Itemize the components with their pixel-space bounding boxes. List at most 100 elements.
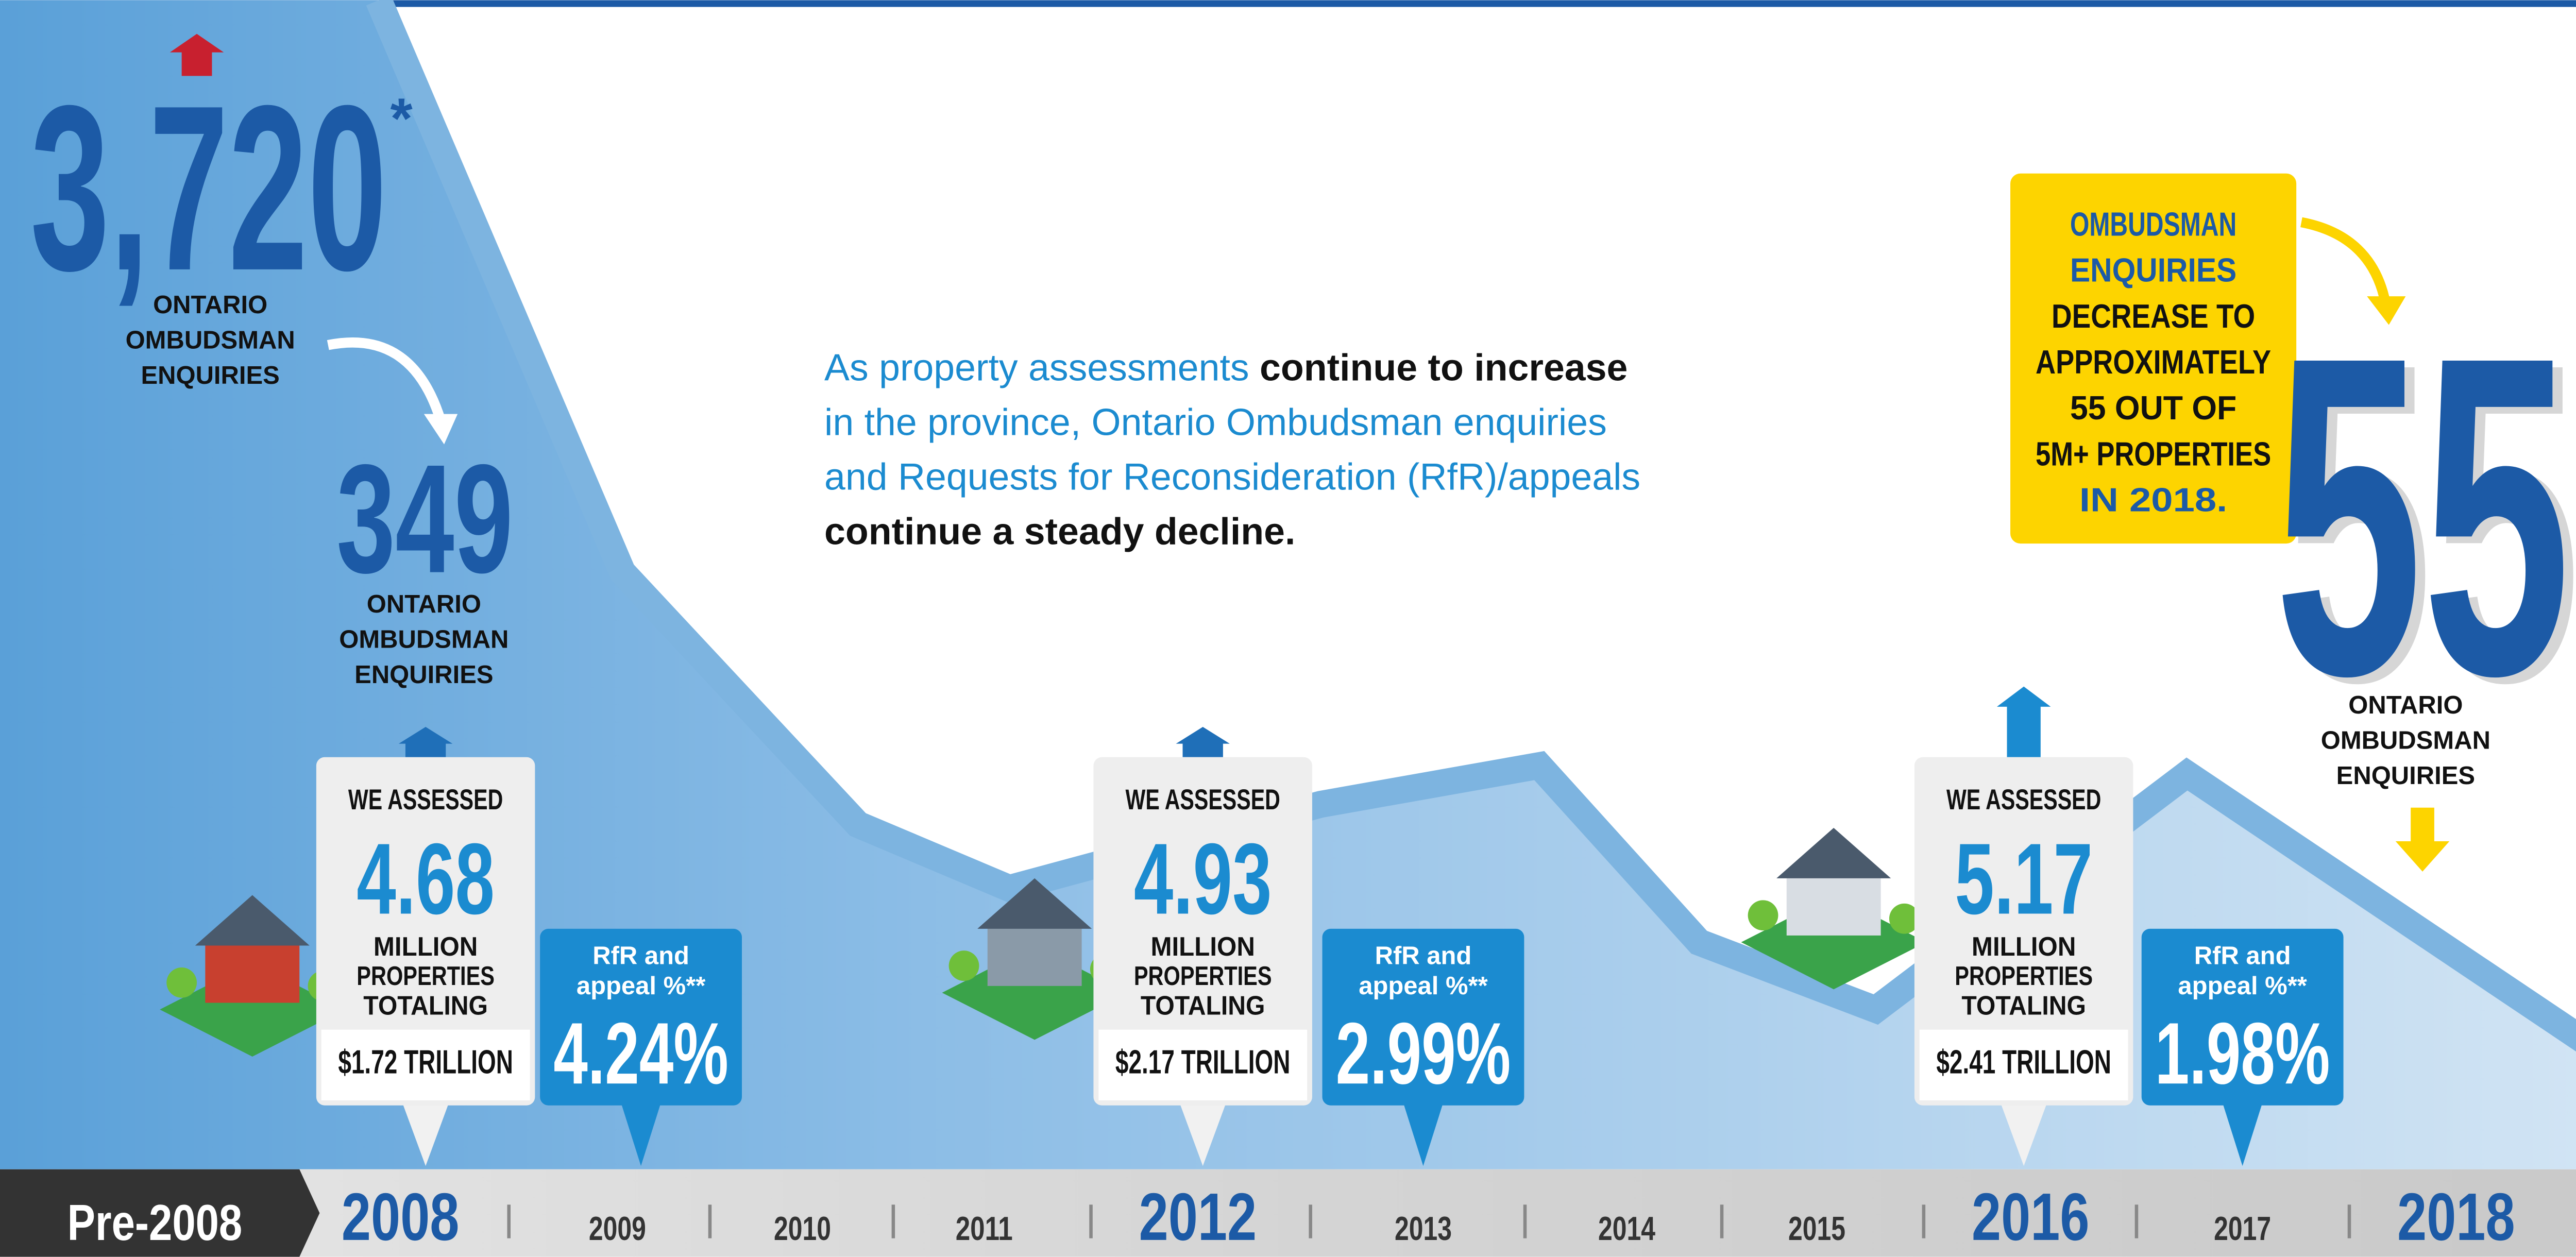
house-wall bbox=[987, 925, 1082, 986]
timeline-year: 2016 bbox=[1972, 1179, 2090, 1254]
tree bbox=[948, 950, 979, 981]
callout-line: DECREASE TO bbox=[2052, 297, 2255, 335]
card-pointer bbox=[2000, 1102, 2047, 1166]
up-arrow bbox=[398, 727, 453, 757]
card-pointer bbox=[1179, 1102, 1227, 1166]
big-number: 55 bbox=[2275, 262, 2571, 770]
callout-line: OMBUDSMAN bbox=[2070, 206, 2236, 243]
card-total: $1.72 TRILLION bbox=[338, 1043, 513, 1081]
rfr-box bbox=[540, 928, 742, 1106]
callout-line: 55 OUT OF bbox=[2070, 389, 2236, 427]
card bbox=[316, 757, 535, 1106]
timeline-separator bbox=[2347, 1204, 2351, 1238]
timeline-bar bbox=[0, 1169, 2576, 1257]
card-total-box bbox=[321, 1029, 530, 1100]
timeline-year: 2014 bbox=[1598, 1210, 1655, 1247]
timeline-year: 2017 bbox=[2214, 1210, 2271, 1247]
rfr-label: appeal %** bbox=[1359, 972, 1488, 1000]
card-unit: MILLION bbox=[1150, 932, 1255, 962]
card-unit: PROPERTIES bbox=[357, 961, 495, 991]
card-unit: TOTALING bbox=[1961, 991, 2086, 1021]
tree bbox=[1889, 903, 1920, 934]
rfr-label: appeal %** bbox=[2178, 972, 2307, 1000]
timeline-separator bbox=[708, 1204, 712, 1238]
curve-arrow bbox=[2300, 217, 2391, 304]
timeline-separator bbox=[1922, 1204, 1926, 1238]
arrow-head bbox=[423, 414, 458, 445]
timeline-separator bbox=[1720, 1204, 1724, 1238]
rfr-label: RfR and bbox=[592, 942, 689, 970]
rfr-label: RfR and bbox=[1375, 942, 1472, 970]
card-value: 5.17 bbox=[1955, 822, 2093, 935]
card-heading: WE ASSESSED bbox=[1946, 784, 2101, 816]
card-unit: MILLION bbox=[374, 932, 478, 962]
timeline-separator bbox=[1309, 1204, 1312, 1238]
card-unit: PROPERTIES bbox=[1134, 961, 1272, 991]
number-shadow: 55 bbox=[2284, 269, 2576, 776]
timeline-year: 2013 bbox=[1395, 1210, 1452, 1247]
card-unit: MILLION bbox=[1972, 932, 2076, 962]
card-unit: TOTALING bbox=[363, 991, 488, 1021]
houses bbox=[160, 827, 1926, 1057]
rfr-label: RfR and bbox=[2194, 942, 2291, 970]
label: ENQUIRIES bbox=[2336, 762, 2475, 790]
rfr-pointer bbox=[2222, 1102, 2263, 1166]
assessment-cards: WE ASSESSED4.68MILLIONPROPERTIESTOTALING… bbox=[316, 686, 2344, 1166]
big-number: 349 bbox=[336, 432, 513, 605]
card-total: $2.41 TRILLION bbox=[1936, 1043, 2111, 1081]
intro-segment: and Requests for Reconsideration (RfR)/a… bbox=[824, 455, 1640, 498]
timeline-separator bbox=[507, 1204, 511, 1238]
card-value: 4.68 bbox=[357, 822, 495, 935]
callout-line: 5M+ PROPERTIES bbox=[2036, 435, 2271, 472]
house-wall bbox=[205, 942, 300, 1003]
big-number: 3,720 bbox=[30, 56, 387, 319]
rfr-box bbox=[1322, 928, 1524, 1106]
card-pointer bbox=[402, 1102, 449, 1166]
rfr-value: 1.98% bbox=[2155, 1004, 2330, 1102]
timeline-year: 2011 bbox=[956, 1210, 1013, 1247]
curve-arrow bbox=[327, 337, 446, 422]
timeline-year: 2008 bbox=[342, 1179, 460, 1254]
label: ENQUIRIES bbox=[141, 362, 279, 389]
card-value: 4.93 bbox=[1134, 822, 1272, 935]
timeline-separator bbox=[1523, 1204, 1527, 1238]
intro-segment: continue a steady decline. bbox=[824, 510, 1295, 553]
rfr-box bbox=[2141, 928, 2344, 1106]
timeline-labels: Pre-2008 2008 2009 2010 2011 2012 2013 2014 2015… bbox=[67, 1179, 2515, 1254]
timeline-year: 2012 bbox=[1139, 1179, 1257, 1254]
rfr-value: 2.99% bbox=[1336, 1004, 1511, 1102]
tree bbox=[1748, 900, 1778, 931]
label: OMBUDSMAN bbox=[339, 626, 509, 654]
label: OMBUDSMAN bbox=[126, 326, 295, 354]
rfr-label: appeal %** bbox=[577, 972, 706, 1000]
rfr-pointer bbox=[620, 1102, 662, 1166]
footnote-mark: * bbox=[391, 86, 413, 150]
callout-box bbox=[2010, 173, 2297, 544]
house-roof bbox=[1776, 827, 1891, 878]
card-heading: WE ASSESSED bbox=[348, 784, 503, 816]
label: OMBUDSMAN bbox=[2321, 726, 2490, 754]
timeline-year: 2010 bbox=[774, 1210, 831, 1247]
intro-segment: in the province, Ontario Ombudsman enqui… bbox=[824, 400, 1607, 443]
card-unit: TOTALING bbox=[1141, 991, 1265, 1021]
label: ONTARIO bbox=[153, 291, 267, 319]
arrow-head bbox=[2367, 296, 2406, 325]
card-total-box bbox=[1098, 1029, 1308, 1100]
card bbox=[1093, 757, 1312, 1106]
label: ONTARIO bbox=[367, 590, 481, 618]
card-heading: WE ASSESSED bbox=[1125, 784, 1280, 816]
house-wall bbox=[1786, 875, 1881, 936]
card-total-box bbox=[1919, 1029, 2128, 1100]
label: ONTARIO bbox=[2348, 691, 2463, 719]
house-roof bbox=[977, 878, 1092, 929]
card-unit: PROPERTIES bbox=[1955, 961, 2093, 991]
callout-text: OMBUDSMAN ENQUIRIES DECREASE TO APPROXIMATE… bbox=[2036, 206, 2271, 519]
timeline-separator bbox=[1089, 1204, 1093, 1238]
timeline-year: 2009 bbox=[589, 1210, 646, 1247]
rfr-pointer bbox=[1403, 1102, 1444, 1166]
timeline-start-label: Pre-2008 bbox=[67, 1194, 243, 1251]
callout-line: IN 2018. bbox=[2079, 481, 2227, 518]
timeline-start bbox=[0, 1169, 320, 1257]
